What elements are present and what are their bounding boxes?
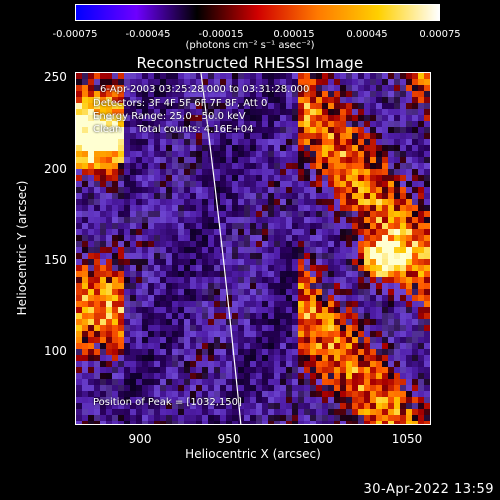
x-tick-label: 1000: [302, 432, 334, 446]
colorbar-tick-label: -0.00015: [198, 29, 244, 40]
y-tick-label: 100: [44, 344, 67, 358]
image-plot-area: [75, 72, 431, 425]
plot-timestamp: 30-Apr-2022 13:59: [363, 482, 494, 497]
colorbar-tick-label: 0.00045: [346, 29, 388, 40]
solar-limb-line: [200, 73, 242, 424]
annotation-energy-range: Energy Range: 25.0 - 50.0 keV: [93, 111, 246, 122]
annotation-peak-position: Position of Peak = [1032,150]: [93, 397, 242, 408]
y-tick-label: 150: [44, 253, 67, 267]
colorbar-tick-label: -0.00045: [125, 29, 171, 40]
y-tick-label: 250: [44, 70, 67, 84]
colorbar-tick-label: -0.00075: [52, 29, 98, 40]
colorbar-tick-label: 0.00015: [273, 29, 315, 40]
x-tick-label: 1050: [391, 432, 423, 446]
x-axis-label: Heliocentric X (arcsec): [185, 447, 321, 461]
y-axis-label: Heliocentric Y (arcsec): [15, 180, 29, 316]
colorbar-units-label: (photons cm⁻² s⁻¹ asec⁻²): [185, 40, 315, 51]
annotation-detectors: Detectors: 3F 4F 5F 6F 7F 8F, Att 0: [93, 98, 268, 109]
colorbar: [75, 4, 440, 21]
y-tick-label: 200: [44, 162, 67, 176]
plot-title: Reconstructed RHESSI Image: [136, 54, 364, 72]
colorbar-tick-label: 0.00075: [419, 29, 461, 40]
x-tick-label: 950: [217, 432, 241, 446]
annotation-method-counts: Clean Total counts: 4.16E+04: [93, 124, 254, 135]
x-tick-label: 900: [128, 432, 152, 446]
annotation-time-range: 6-Apr-2003 03:25:28.000 to 03:31:28.000: [100, 84, 310, 95]
rhessi-heatmap: [76, 73, 430, 424]
